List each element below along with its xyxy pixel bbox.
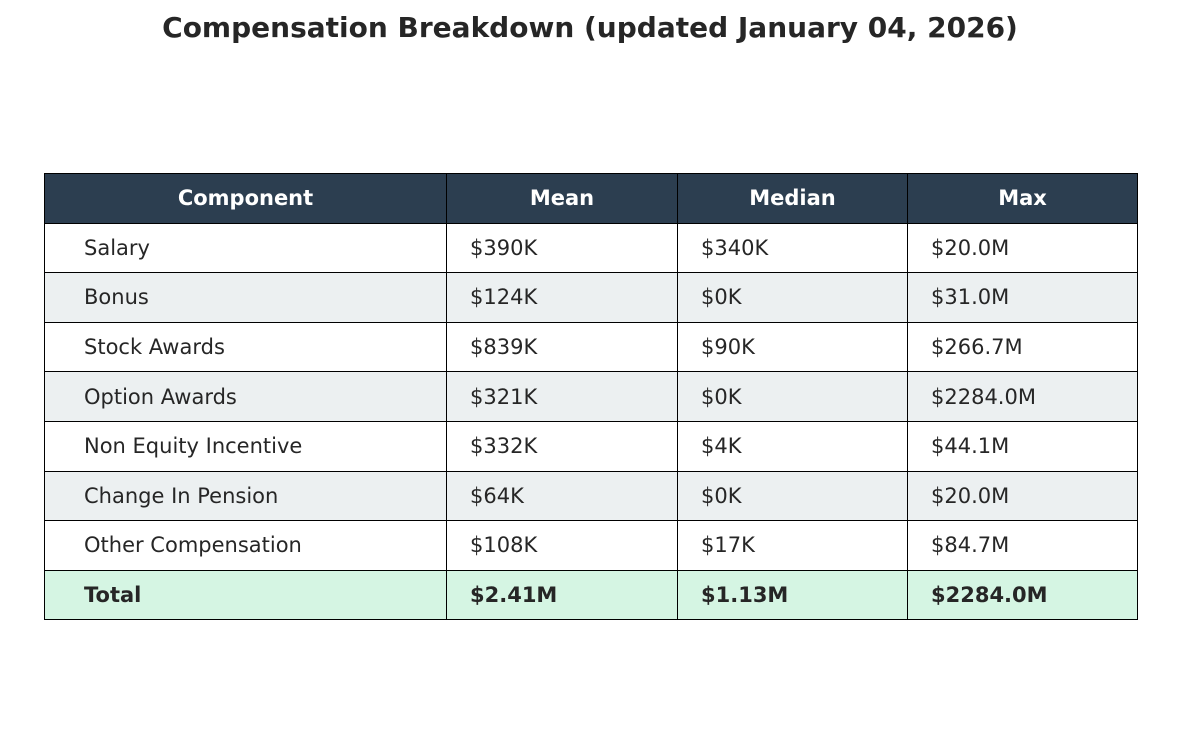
total-row: Total $2.41M $1.13M $2284.0M — [44, 569, 1138, 621]
total-cell-component: Total — [44, 569, 447, 621]
table-title: Compensation Breakdown (updated January … — [162, 11, 1018, 44]
table-body: Salary $390K $340K $20.0M Bonus $124K $0K $31.0… — [44, 222, 1138, 621]
table-cell-mean: $390K — [446, 222, 678, 274]
table-cell-max: $20.0M — [907, 470, 1138, 522]
table-cell-mean: $64K — [446, 470, 678, 522]
table-cell-component: Option Awards — [44, 371, 447, 422]
table-cell-median: $4K — [677, 420, 908, 472]
compensation-table: Component Mean Median Max Salary $390K $34… — [44, 173, 1138, 621]
table-cell-mean: $124K — [446, 272, 678, 323]
table-cell-max: $84.7M — [907, 520, 1138, 571]
table-row: Change In Pension $64K $0K $20.0M — [44, 470, 1138, 522]
table-cell-median: $0K — [677, 470, 908, 522]
table-cell-component: Change In Pension — [44, 470, 447, 522]
header-cell-max: Max — [907, 173, 1138, 224]
header-cell-mean: Mean — [446, 173, 678, 224]
table-cell-median: $0K — [677, 272, 908, 323]
table-cell-component: Stock Awards — [44, 321, 447, 373]
table-cell-mean: $839K — [446, 321, 678, 373]
table-cell-mean: $321K — [446, 371, 678, 422]
table-cell-component: Bonus — [44, 272, 447, 323]
table-cell-median: $90K — [677, 321, 908, 373]
total-cell-median: $1.13M — [677, 569, 908, 621]
table-cell-mean: $332K — [446, 420, 678, 472]
table-cell-max: $31.0M — [907, 272, 1138, 323]
table-cell-component: Non Equity Incentive — [44, 420, 447, 472]
table-row: Option Awards $321K $0K $2284.0M — [44, 371, 1138, 422]
table-cell-mean: $108K — [446, 520, 678, 571]
table-cell-median: $0K — [677, 371, 908, 422]
table-cell-component: Salary — [44, 222, 447, 274]
total-cell-max: $2284.0M — [907, 569, 1138, 621]
table-row: Salary $390K $340K $20.0M — [44, 222, 1138, 274]
table-cell-component: Other Compensation — [44, 520, 447, 571]
table-row: Non Equity Incentive $332K $4K $44.1M — [44, 420, 1138, 472]
table-cell-median: $340K — [677, 222, 908, 274]
header-row: Component Mean Median Max — [44, 173, 1138, 224]
header-cell-component: Component — [44, 173, 447, 224]
table-cell-max: $44.1M — [907, 420, 1138, 472]
table-cell-max: $2284.0M — [907, 371, 1138, 422]
header-cell-median: Median — [677, 173, 908, 224]
table-cell-max: $20.0M — [907, 222, 1138, 274]
table-cell-max: $266.7M — [907, 321, 1138, 373]
table-cell-median: $17K — [677, 520, 908, 571]
total-cell-mean: $2.41M — [446, 569, 678, 621]
table-row: Stock Awards $839K $90K $266.7M — [44, 321, 1138, 373]
table-row: Bonus $124K $0K $31.0M — [44, 272, 1138, 323]
table-row: Other Compensation $108K $17K $84.7M — [44, 520, 1138, 571]
